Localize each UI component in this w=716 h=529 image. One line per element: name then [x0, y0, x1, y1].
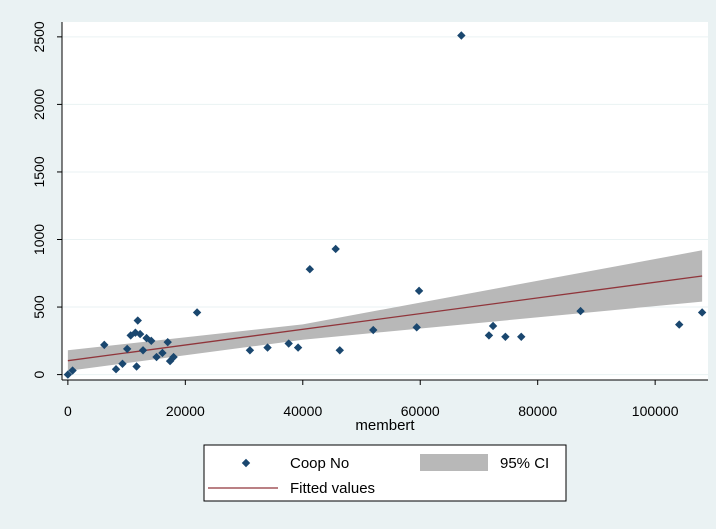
data-point: [697, 308, 707, 317]
data-point: [457, 31, 466, 40]
y-tick-label: 1500: [31, 156, 47, 187]
legend-label-fitted: Fitted values: [290, 480, 375, 497]
data-point: [675, 320, 684, 329]
data-point: [132, 362, 141, 371]
data-point: [118, 359, 127, 368]
data-point: [331, 244, 340, 254]
confidence-band-layer: [67, 250, 703, 371]
y-tick-label: 2000: [31, 89, 47, 120]
data-point: [147, 336, 156, 346]
data-point: [63, 370, 73, 379]
confidence-band: [67, 250, 703, 371]
fitted-line: [67, 275, 703, 362]
data-point: [414, 286, 424, 296]
y-tick-label: 1000: [31, 224, 47, 255]
data-point: [111, 364, 121, 374]
data-point: [488, 321, 498, 331]
legend-marker-coop-no: [241, 458, 251, 468]
data-point: [263, 343, 272, 352]
data-point: [131, 328, 140, 337]
legend-label-coop-no: Coop No: [290, 455, 349, 472]
data-point: [517, 332, 526, 341]
data-point: [501, 332, 510, 341]
data-points: [63, 31, 707, 379]
x-tick-label: 0: [64, 403, 72, 419]
legend: Coop No 95% CI Fitted values: [203, 444, 567, 502]
y-tick-label: 500: [31, 295, 47, 319]
data-point: [192, 308, 202, 317]
data-point: [138, 346, 148, 355]
data-point: [576, 306, 585, 316]
data-point: [158, 348, 167, 358]
data-point: [100, 340, 109, 350]
data-point: [68, 366, 77, 375]
legend-box: [203, 444, 567, 502]
data-point: [133, 316, 142, 325]
y-tick-label: 2500: [31, 21, 47, 52]
data-point: [152, 352, 161, 362]
axes: 0 500 1000 1500 2000 2500 0 20000 40000 60000 8000…: [31, 21, 708, 419]
data-point: [412, 323, 421, 332]
grid-lines: [62, 36, 708, 376]
data-point: [335, 346, 344, 355]
data-point: [245, 346, 255, 355]
data-point: [305, 265, 315, 274]
legend-swatch-ci: [420, 454, 488, 471]
x-tick-label: 20000: [166, 403, 205, 419]
x-tick-label: 100000: [632, 403, 679, 419]
x-tick-label: 60000: [401, 403, 440, 419]
data-point: [163, 337, 172, 347]
x-tick-label: 80000: [518, 403, 557, 419]
data-point: [484, 331, 494, 340]
data-point: [169, 352, 178, 362]
x-axis-title: membert: [355, 417, 415, 434]
x-tick-label: 40000: [283, 403, 322, 419]
y-tick-label: 0: [31, 370, 47, 378]
data-point: [122, 344, 132, 354]
data-point: [284, 339, 293, 348]
data-point: [135, 329, 145, 339]
fitted-line-layer: [67, 275, 703, 362]
legend-label-ci: 95% CI: [500, 455, 549, 472]
data-point: [369, 325, 378, 335]
data-point: [293, 343, 303, 352]
